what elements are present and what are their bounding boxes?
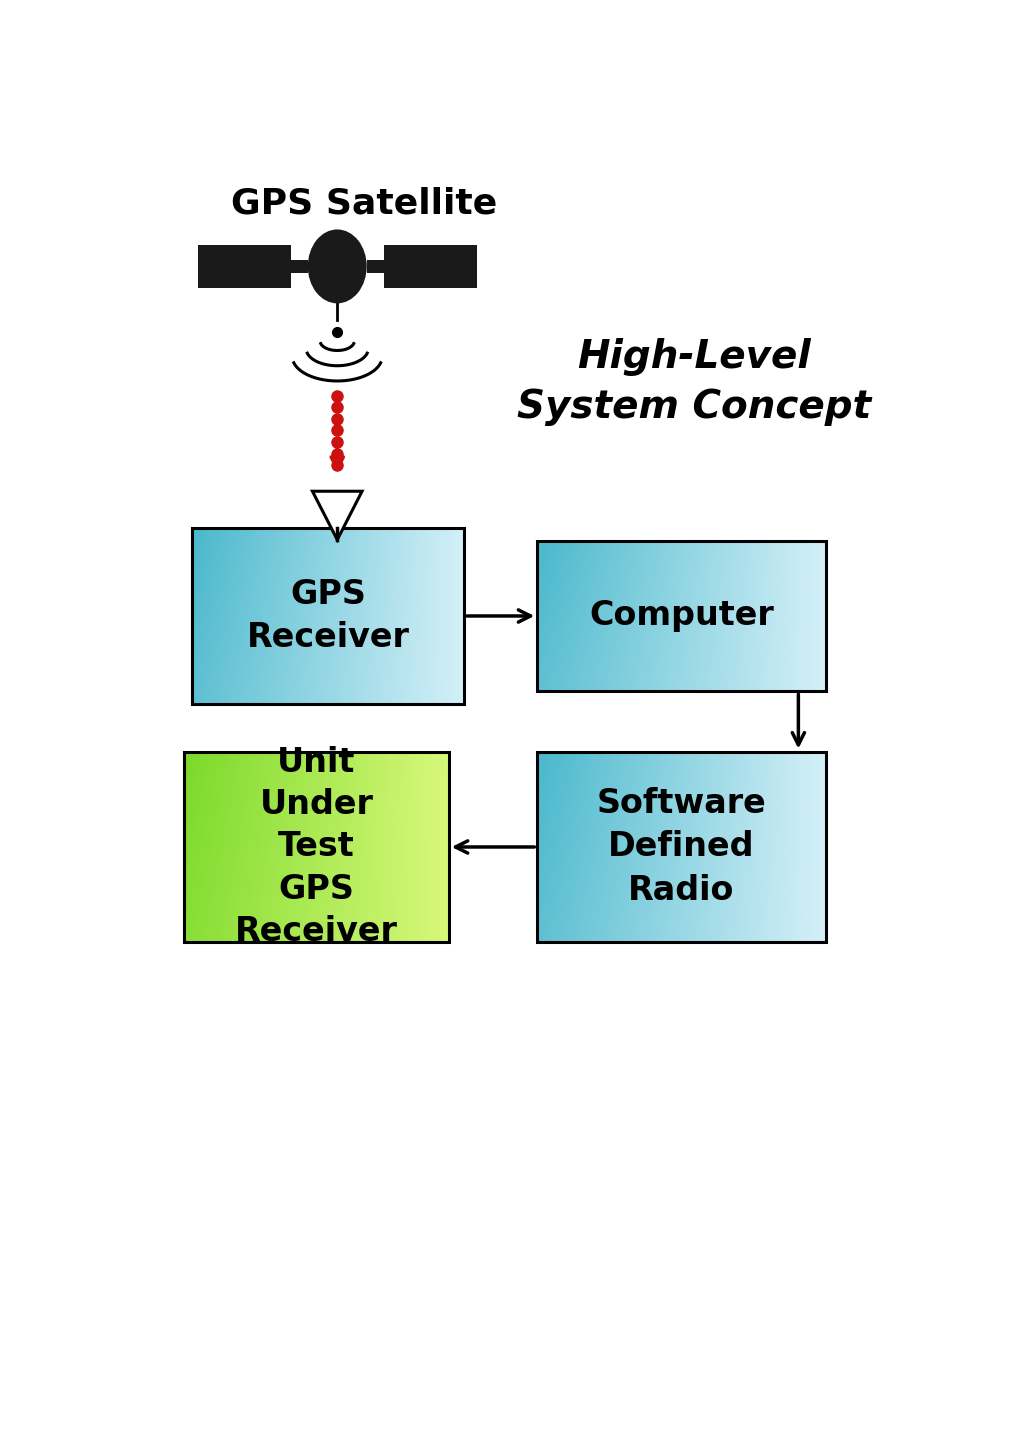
Bar [367, 260, 384, 273]
Text: High-Level
System Concept: High-Level System Concept [517, 338, 870, 426]
Bar [191, 528, 464, 703]
Text: Unit
Under
Test
GPS
Receiver: Unit Under Test GPS Receiver [234, 747, 397, 948]
Polygon shape [312, 492, 362, 539]
Bar [538, 541, 825, 692]
Text: Software
Defined
Radio: Software Defined Radio [596, 787, 766, 906]
Bar [183, 751, 449, 942]
Text: Computer: Computer [589, 599, 774, 632]
Ellipse shape [308, 229, 367, 303]
Bar [384, 245, 477, 287]
Bar [198, 245, 291, 287]
Text: GPS
Receiver: GPS Receiver [247, 577, 410, 654]
Bar [291, 260, 308, 273]
Bar [538, 751, 825, 942]
Text: GPS Satellite: GPS Satellite [231, 186, 498, 220]
